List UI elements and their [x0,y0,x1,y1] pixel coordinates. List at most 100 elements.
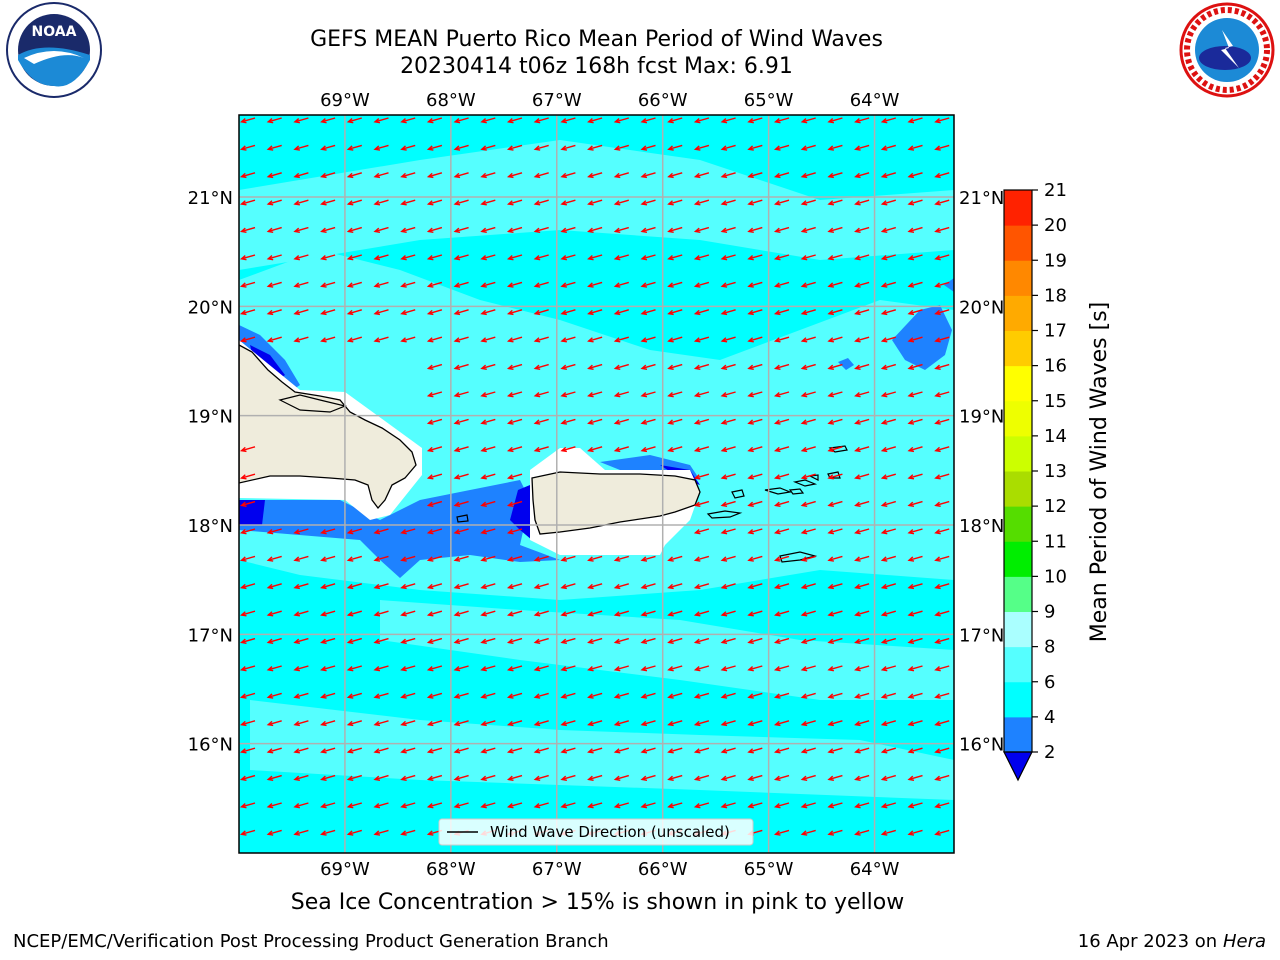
wind-arrow [266,637,282,644]
lat-tick-label: 18°N [188,516,233,537]
wind-arrow [239,172,256,179]
colorbar-segment [1004,435,1032,472]
wind-arrow [373,172,389,179]
wind-arrow [747,610,763,617]
wind-arrow [667,610,683,617]
wind-arrow [480,665,496,672]
national-weather-service-logo-icon [1179,2,1275,98]
colorbar-segment [1004,471,1032,507]
wind-arrow [426,637,443,644]
wind-arrow [800,692,816,699]
wind-arrow [720,610,736,617]
wind-arrow [587,199,603,206]
wind-arrow [640,747,656,754]
wind-arrow [346,555,362,562]
wind-arrow [320,747,336,754]
wind-arrow [880,391,896,398]
wind-arrow [560,610,576,617]
wind-arrow [320,583,336,590]
wind-arrow [426,144,443,151]
wind-arrow [506,665,523,672]
lat-tick-label: 20°N [188,297,233,318]
wind-arrow [827,528,843,535]
wind-arrow [239,720,256,727]
wind-arrow [827,555,843,562]
lon-tick-label: 64°W [850,859,900,880]
wind-arrow [773,391,790,398]
wind-arrow [773,747,790,754]
wind-arrow [667,363,683,370]
vieques-island [706,510,743,519]
wind-arrow [266,555,282,562]
colorbar-tick-label: 8 [1044,637,1055,658]
wind-arrow [506,117,523,124]
wind-arrow [533,363,549,370]
wind-arrow [453,172,469,179]
wind-arrow [453,281,469,288]
wind-arrow [266,199,282,206]
wind-arrow [854,637,870,644]
wind-arrow [747,774,763,781]
wind-arrow [854,829,870,836]
wind-arrow [640,665,656,672]
wind-arrow [266,610,282,617]
wind-arrow [506,172,523,179]
wind-arrow [800,720,816,727]
wind-arrow [934,172,950,179]
wind-arrow [854,309,870,316]
wind-arrow [533,199,549,206]
lat-tick-label: 21°N [188,188,233,209]
wind-arrow [346,528,362,535]
wind-arrow [800,802,816,809]
colorbar-segment [1004,611,1032,648]
wind-arrow [346,336,362,343]
wind-arrow [320,336,336,343]
wind-arrow [373,281,389,288]
wind-arrow [506,747,523,754]
colorbar-label: Mean Period of Wind Waves [s] [1087,302,1112,642]
wind-arrow [613,117,629,124]
wind-arrow [773,610,790,617]
wind-arrow [693,665,710,672]
wind-arrow [239,473,256,480]
wind-arrow [560,363,576,370]
wind-arrow [320,610,336,617]
wind-arrow [667,199,683,206]
wind-arrow [667,336,683,343]
wind-arrow [827,774,843,781]
wind-arrow [934,418,950,425]
wind-arrow [320,117,336,124]
wind-arrow [400,336,416,343]
wind-arrow [239,446,256,453]
wind-arrow [400,555,416,562]
wind-arrow [426,254,443,261]
wind-arrow [613,254,629,261]
wind-arrow [266,336,282,343]
wind-arrow [480,336,496,343]
lon-tick-label: 65°W [744,90,794,111]
wind-arrow [827,117,843,124]
wind-arrow [880,418,896,425]
wind-arrow [640,226,656,233]
wind-arrow [480,199,496,206]
wind-arrow [613,363,629,370]
wind-arrow [587,692,603,699]
wind-arrow [506,637,523,644]
wind-arrow [907,363,923,370]
wind-arrow [667,774,683,781]
wind-arrow [827,610,843,617]
wind-arrow [346,637,362,644]
wind-arrow [827,473,843,480]
wind-arrow [693,281,710,288]
wind-arrow [533,254,549,261]
wind-arrow [934,363,950,370]
wind-arrow [747,254,763,261]
wind-arrow [667,172,683,179]
lat-tick-label: 20°N [959,297,1004,318]
wind-arrow [854,281,870,288]
wind-arrow [293,117,309,124]
wind-arrow [506,446,523,453]
wind-arrow [640,391,656,398]
legend-label: Wind Wave Direction (unscaled) [490,823,730,841]
wind-arrow [587,720,603,727]
